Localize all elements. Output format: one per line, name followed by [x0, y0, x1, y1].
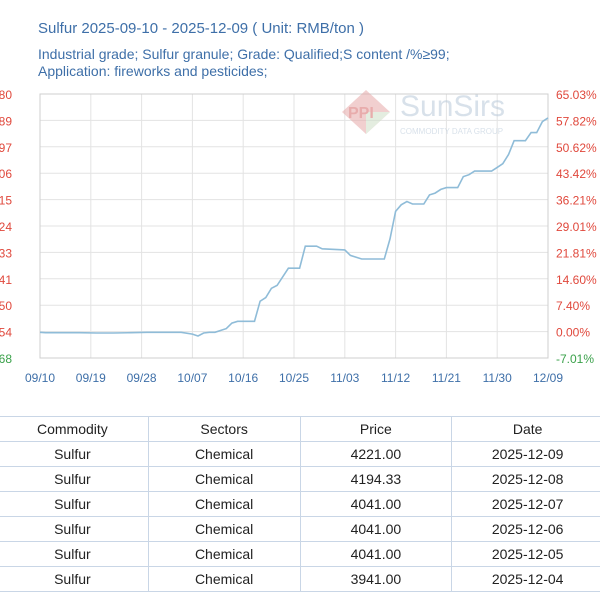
x-tick-label: 10/25: [279, 371, 309, 385]
x-tick-label: 10/07: [177, 371, 207, 385]
watermark-tagline: COMMODITY DATA GROUP: [400, 127, 503, 136]
y-left-tick-label: 3397: [0, 141, 12, 155]
cell-price: 4194.33: [299, 466, 453, 492]
table-row: Sulfur Chemical 4221.00 2025-12-09: [0, 441, 600, 467]
y-left-tick-label: 1068: [0, 352, 12, 366]
header-date: Date: [451, 416, 600, 442]
x-tick-label: 10/16: [228, 371, 258, 385]
cell-commodity: Sulfur: [0, 466, 149, 492]
price-line-chart: 3980 65.03% 3689 57.82% 3397 50.62% 3106 43.42%…: [0, 88, 597, 385]
cell-sector: Chemical: [147, 491, 301, 517]
header-sectors: Sectors: [147, 416, 301, 442]
ppi-logo-icon: [342, 90, 390, 134]
cell-price: 4041.00: [299, 541, 453, 567]
table-row: Sulfur Chemical 4041.00 2025-12-06: [0, 516, 600, 542]
y-right-tick-label: 29.01%: [556, 220, 597, 234]
y-right-tick-label: 36.21%: [556, 194, 597, 208]
y-left-tick-label: 2815: [0, 194, 12, 208]
watermark-brand: SunSirs: [400, 90, 505, 123]
cell-date: 2025-12-05: [451, 541, 600, 567]
cell-price: 3941.00: [299, 566, 453, 592]
table-row: Sulfur Chemical 3941.00 2025-12-04: [0, 566, 600, 592]
cell-price: 4041.00: [299, 491, 453, 517]
header-price: Price: [299, 416, 453, 442]
y-right-tick-label: 50.62%: [556, 141, 597, 155]
y-right-tick-label: 0.00%: [556, 326, 590, 340]
y-left-tick-label: 1941: [0, 273, 12, 287]
cell-sector: Chemical: [147, 541, 301, 567]
chart-subtitle-application: Application: fireworks and pesticides;: [38, 63, 268, 79]
cell-date: 2025-12-06: [451, 516, 600, 542]
header-commodity: Commodity: [0, 416, 149, 442]
series-line: [39, 117, 549, 337]
plot-frame: [39, 93, 549, 359]
x-tick-label: 11/03: [330, 371, 359, 385]
y-right-tick-label: 21.81%: [556, 246, 597, 260]
x-tick-label: 11/21: [432, 371, 461, 385]
y-right-tick-label: 65.03%: [556, 88, 597, 102]
table-row: Sulfur Chemical 4041.00 2025-12-05: [0, 541, 600, 567]
y-right-tick-label: 43.42%: [556, 167, 597, 181]
y-left-tick-label: 3106: [0, 167, 12, 181]
chart-title: Sulfur 2025-09-10 - 2025-12-09 ( Unit: R…: [38, 20, 364, 37]
y-right-tick-label: -7.01%: [556, 352, 594, 366]
price-table: Commodity Sectors Price Date Sulfur Chem…: [0, 416, 600, 592]
x-tick-label: 11/30: [483, 371, 512, 385]
y-right-tick-label: 14.60%: [556, 273, 597, 287]
table-row: Sulfur Chemical 4194.33 2025-12-08: [0, 466, 600, 492]
cell-date: 2025-12-04: [451, 566, 600, 592]
cell-commodity: Sulfur: [0, 491, 149, 517]
table-header-row: Commodity Sectors Price Date: [0, 416, 600, 442]
table-row: Sulfur Chemical 4041.00 2025-12-07: [0, 491, 600, 517]
y-left-tick-label: 1354: [0, 326, 12, 340]
cell-date: 2025-12-07: [451, 491, 600, 517]
x-tick-label: 09/19: [76, 371, 106, 385]
watermark-logo-text: PPI: [348, 105, 374, 122]
y-left-tick-label: 1650: [0, 299, 12, 313]
cell-commodity: Sulfur: [0, 441, 149, 467]
y-left-tick-label: 2233: [0, 246, 12, 260]
cell-date: 2025-12-08: [451, 466, 600, 492]
y-left-tick-label: 2524: [0, 220, 12, 234]
x-tick-label: 12/09: [533, 371, 563, 385]
y-right-tick-label: 57.82%: [556, 114, 597, 128]
cell-price: 4041.00: [299, 516, 453, 542]
chart-subtitle-spec: Industrial grade; Sulfur granule; Grade:…: [38, 46, 450, 62]
cell-sector: Chemical: [147, 516, 301, 542]
x-tick-label: 11/12: [381, 371, 410, 385]
y-left-tick-label: 3689: [0, 114, 12, 128]
x-tick-label: 09/28: [127, 371, 157, 385]
cell-date: 2025-12-09: [451, 441, 600, 467]
cell-price: 4221.00: [299, 441, 453, 467]
cell-sector: Chemical: [147, 466, 301, 492]
cell-commodity: Sulfur: [0, 516, 149, 542]
cell-commodity: Sulfur: [0, 541, 149, 567]
y-right-tick-label: 7.40%: [556, 299, 590, 313]
cell-sector: Chemical: [147, 441, 301, 467]
y-left-tick-label: 3980: [0, 88, 12, 102]
x-tick-label: 09/10: [25, 371, 55, 385]
sunsirs-watermark: PPI SunSirs COMMODITY DATA GROUP: [342, 90, 505, 136]
cell-sector: Chemical: [147, 566, 301, 592]
cell-commodity: Sulfur: [0, 566, 149, 592]
